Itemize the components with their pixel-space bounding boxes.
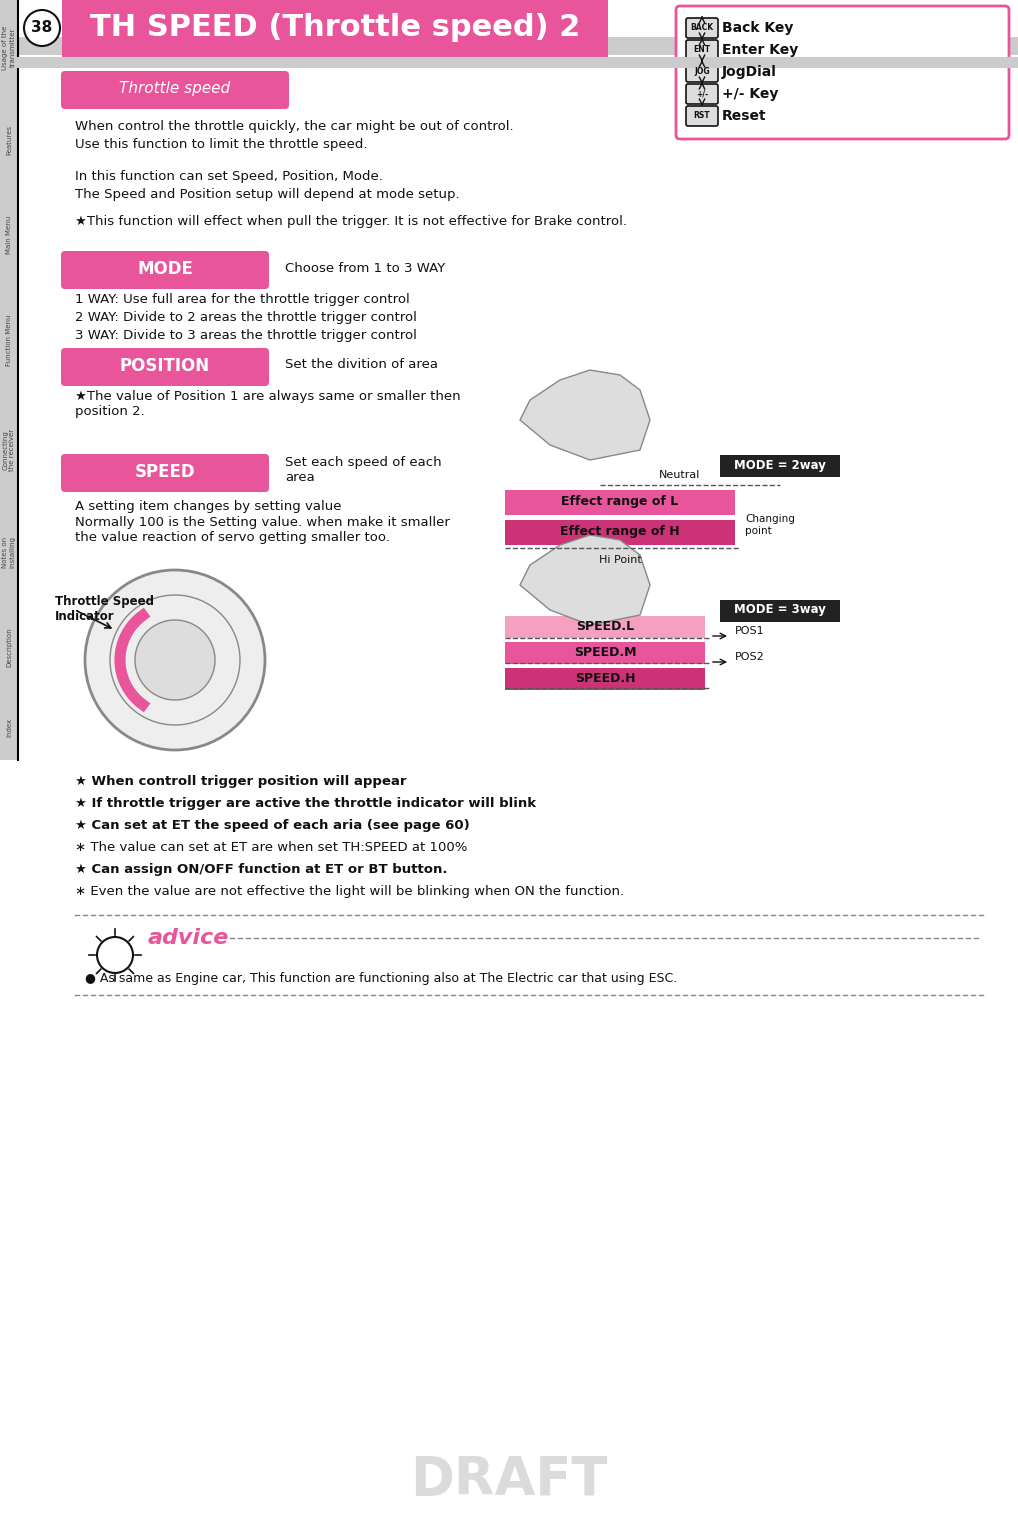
Text: ★ Can assign ON/OFF function at ET or BT button.: ★ Can assign ON/OFF function at ET or BT… (75, 863, 448, 876)
Text: +/-: +/- (696, 90, 709, 99)
FancyBboxPatch shape (61, 71, 289, 109)
Circle shape (84, 570, 265, 750)
Text: Set each speed of each
area: Set each speed of each area (285, 456, 442, 485)
FancyBboxPatch shape (686, 62, 718, 82)
Circle shape (97, 937, 133, 974)
Text: Usage of the
transmitter: Usage of the transmitter (2, 26, 15, 70)
FancyBboxPatch shape (686, 84, 718, 103)
Text: ★The value of Position 1 are always same or smaller then
position 2.: ★The value of Position 1 are always same… (75, 390, 460, 418)
Text: Features: Features (6, 125, 12, 155)
FancyBboxPatch shape (62, 0, 608, 61)
Text: MODE: MODE (137, 260, 193, 278)
Text: Normally 100 is the Setting value. when make it smaller
the value reaction of se: Normally 100 is the Setting value. when … (75, 516, 450, 544)
Text: Use this function to limit the throttle speed.: Use this function to limit the throttle … (75, 138, 367, 150)
Text: JOG: JOG (694, 67, 710, 76)
FancyBboxPatch shape (686, 106, 718, 126)
FancyBboxPatch shape (0, 286, 18, 395)
FancyBboxPatch shape (61, 251, 269, 289)
Text: advice: advice (148, 928, 229, 948)
Text: Enter Key: Enter Key (722, 43, 798, 58)
FancyBboxPatch shape (686, 18, 718, 38)
Text: Choose from 1 to 3 WAY: Choose from 1 to 3 WAY (285, 261, 445, 275)
FancyBboxPatch shape (0, 600, 18, 696)
FancyBboxPatch shape (0, 504, 18, 600)
Circle shape (24, 11, 60, 46)
FancyBboxPatch shape (505, 668, 705, 690)
Text: 38: 38 (32, 20, 53, 35)
FancyBboxPatch shape (505, 491, 735, 515)
Text: A setting item changes by setting value: A setting item changes by setting value (75, 500, 341, 513)
FancyBboxPatch shape (0, 696, 18, 760)
Text: ENT: ENT (693, 46, 711, 55)
FancyBboxPatch shape (61, 348, 269, 386)
FancyBboxPatch shape (0, 395, 18, 504)
FancyBboxPatch shape (720, 456, 840, 477)
Text: Hi Point: Hi Point (599, 554, 641, 565)
Text: SPEED: SPEED (134, 463, 195, 482)
Text: SPEED.L: SPEED.L (576, 620, 634, 633)
Text: Neutral: Neutral (660, 469, 700, 480)
Text: Main Menu: Main Menu (6, 216, 12, 254)
Text: In this function can set Speed, Position, Mode.: In this function can set Speed, Position… (75, 170, 383, 182)
Text: SPEED.M: SPEED.M (574, 647, 636, 659)
Text: ★ If throttle trigger are active the throttle indicator will blink: ★ If throttle trigger are active the thr… (75, 797, 536, 810)
FancyBboxPatch shape (0, 0, 18, 96)
Text: When control the throttle quickly, the car might be out of control.: When control the throttle quickly, the c… (75, 120, 514, 134)
Text: Connecting
the receiver: Connecting the receiver (2, 428, 15, 471)
Text: ● As same as Engine car, This function are functioning also at The Electric car : ● As same as Engine car, This function a… (84, 972, 677, 984)
Text: BACK: BACK (690, 23, 714, 32)
FancyBboxPatch shape (505, 519, 735, 545)
Polygon shape (520, 535, 651, 624)
Text: RST: RST (693, 111, 711, 120)
Text: Changing
point: Changing point (745, 515, 795, 536)
Text: DRAFT: DRAFT (410, 1454, 608, 1505)
Text: Description: Description (6, 627, 12, 667)
Polygon shape (520, 371, 651, 460)
FancyBboxPatch shape (686, 39, 718, 59)
Text: Back Key: Back Key (722, 21, 793, 35)
Text: ★This function will effect when pull the trigger. It is not effective for Brake : ★This function will effect when pull the… (75, 216, 627, 228)
Text: ★ When controll trigger position will appear: ★ When controll trigger position will ap… (75, 775, 406, 788)
FancyBboxPatch shape (18, 36, 1018, 55)
Text: MODE = 3way: MODE = 3way (734, 603, 826, 617)
FancyBboxPatch shape (720, 600, 840, 621)
Text: Notes on
installing: Notes on installing (2, 536, 15, 568)
FancyBboxPatch shape (676, 6, 1009, 140)
Text: Function Menu: Function Menu (6, 314, 12, 366)
Text: +/- Key: +/- Key (722, 87, 779, 100)
Text: Effect range of H: Effect range of H (560, 526, 680, 539)
Text: JogDial: JogDial (722, 65, 777, 79)
Text: The Speed and Position setup will depend at mode setup.: The Speed and Position setup will depend… (75, 188, 459, 201)
Text: Reset: Reset (722, 109, 767, 123)
Text: Throttle speed: Throttle speed (119, 82, 230, 97)
FancyBboxPatch shape (0, 96, 18, 185)
Text: ∗ Even the value are not effective the light will be blinking when ON the functi: ∗ Even the value are not effective the l… (75, 886, 624, 898)
Text: Index: Index (6, 718, 12, 737)
Text: 2 WAY: Divide to 2 areas the throttle trigger control: 2 WAY: Divide to 2 areas the throttle tr… (75, 311, 417, 324)
FancyBboxPatch shape (0, 185, 18, 286)
Text: POS2: POS2 (735, 652, 765, 662)
Text: Set the divition of area: Set the divition of area (285, 358, 438, 372)
FancyBboxPatch shape (61, 454, 269, 492)
Text: ∗ The value can set at ET are when set TH:SPEED at 100%: ∗ The value can set at ET are when set T… (75, 842, 467, 854)
Text: Effect range of L: Effect range of L (561, 495, 679, 509)
Text: Throttle Speed
Indicator: Throttle Speed Indicator (55, 595, 154, 623)
Text: TH SPEED (Throttle speed) 2: TH SPEED (Throttle speed) 2 (90, 14, 580, 43)
Text: MODE = 2way: MODE = 2way (734, 459, 826, 471)
Circle shape (135, 620, 215, 700)
Text: SPEED.H: SPEED.H (575, 673, 635, 685)
Text: ★ Can set at ET the speed of each aria (see page 60): ★ Can set at ET the speed of each aria (… (75, 819, 469, 832)
Text: 3 WAY: Divide to 3 areas the throttle trigger control: 3 WAY: Divide to 3 areas the throttle tr… (75, 330, 417, 342)
FancyBboxPatch shape (505, 617, 705, 638)
Text: 1 WAY: Use full area for the throttle trigger control: 1 WAY: Use full area for the throttle tr… (75, 293, 410, 305)
FancyBboxPatch shape (505, 643, 705, 664)
Text: POS1: POS1 (735, 626, 765, 636)
Text: POSITION: POSITION (120, 357, 210, 375)
